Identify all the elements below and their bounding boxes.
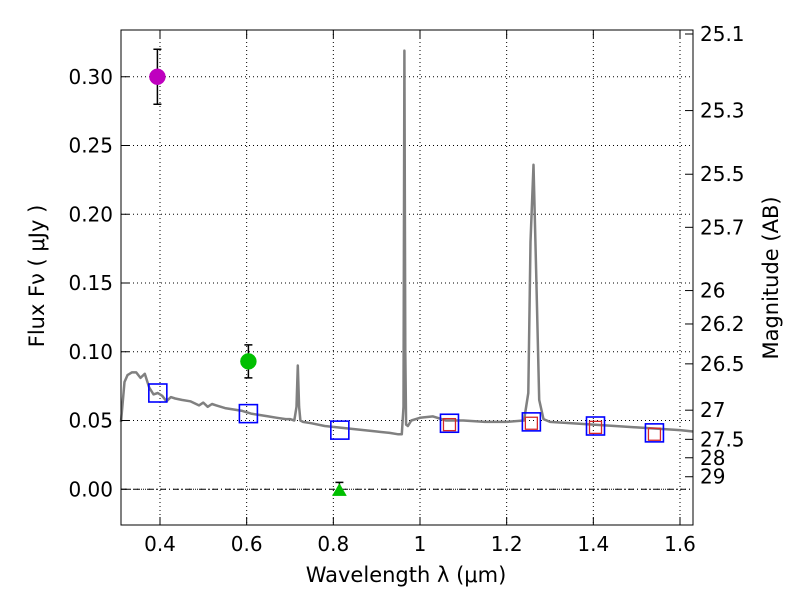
observed-flux-point xyxy=(149,68,166,85)
right-axis-title: Magnitude (AB) xyxy=(759,196,783,359)
x-tick-label: 0.6 xyxy=(231,532,263,556)
y-tick-label: 0.20 xyxy=(68,202,113,226)
x-tick-label: 0.4 xyxy=(144,532,176,556)
data-series xyxy=(119,48,694,496)
observed-nir-square xyxy=(524,416,539,430)
sed-model-line xyxy=(119,49,694,436)
model-photometry-square xyxy=(585,416,606,436)
y-tick-label: 0.00 xyxy=(68,477,113,501)
observed-nir-square xyxy=(588,420,603,435)
right-tick-label: 25.5 xyxy=(700,162,745,186)
right-tick-label: 28 xyxy=(700,446,725,470)
y-tick-label: 0.05 xyxy=(68,409,113,433)
right-tick-label: 25.1 xyxy=(700,22,745,46)
model-photometry-square xyxy=(644,423,665,443)
observed-nir-square xyxy=(442,417,457,432)
right-tick-label: 25.3 xyxy=(700,99,745,123)
x-tick-label: 1.4 xyxy=(577,532,609,556)
right-tick-label: 27.5 xyxy=(700,427,745,451)
model-photometry-square xyxy=(148,383,168,403)
right-tick-label: 27 xyxy=(700,398,725,422)
y-axis-title: Flux Fν ( μJy ) xyxy=(25,205,49,348)
y-tick-label: 0.15 xyxy=(68,271,113,295)
x-axis-title: Wavelength λ (μm) xyxy=(306,563,507,587)
axis-ticks: 0.4 0.6 0.8 1 1.2 1.4 1.6 0.00 0.05 0.10 0.15 0.20 0… xyxy=(68,22,744,556)
y-tick-label: 0.25 xyxy=(68,134,113,158)
observed-flux-point xyxy=(240,353,257,370)
x-tick-label: 1.6 xyxy=(664,532,696,556)
right-tick-label: 26.5 xyxy=(700,352,745,376)
y-tick-label: 0.30 xyxy=(68,65,113,89)
plot-frame xyxy=(120,29,694,526)
observed-nir-square xyxy=(647,427,662,441)
right-tick-label: 29 xyxy=(700,465,725,489)
model-photometry-square xyxy=(521,412,542,432)
model-photometry-square xyxy=(238,403,259,424)
x-tick-label: 1.2 xyxy=(491,532,523,556)
x-tick-label: 0.8 xyxy=(317,532,349,556)
y-tick-label: 0.10 xyxy=(68,340,113,364)
model-photometry-square xyxy=(439,413,460,434)
grid xyxy=(121,30,693,525)
model-photometry-square xyxy=(330,420,350,440)
right-tick-label: 26 xyxy=(700,279,725,303)
right-tick-label: 26.2 xyxy=(700,312,745,336)
upper-limit-triangle xyxy=(331,483,347,496)
right-tick-label: 25.7 xyxy=(700,215,745,239)
x-tick-label: 1 xyxy=(414,532,427,556)
